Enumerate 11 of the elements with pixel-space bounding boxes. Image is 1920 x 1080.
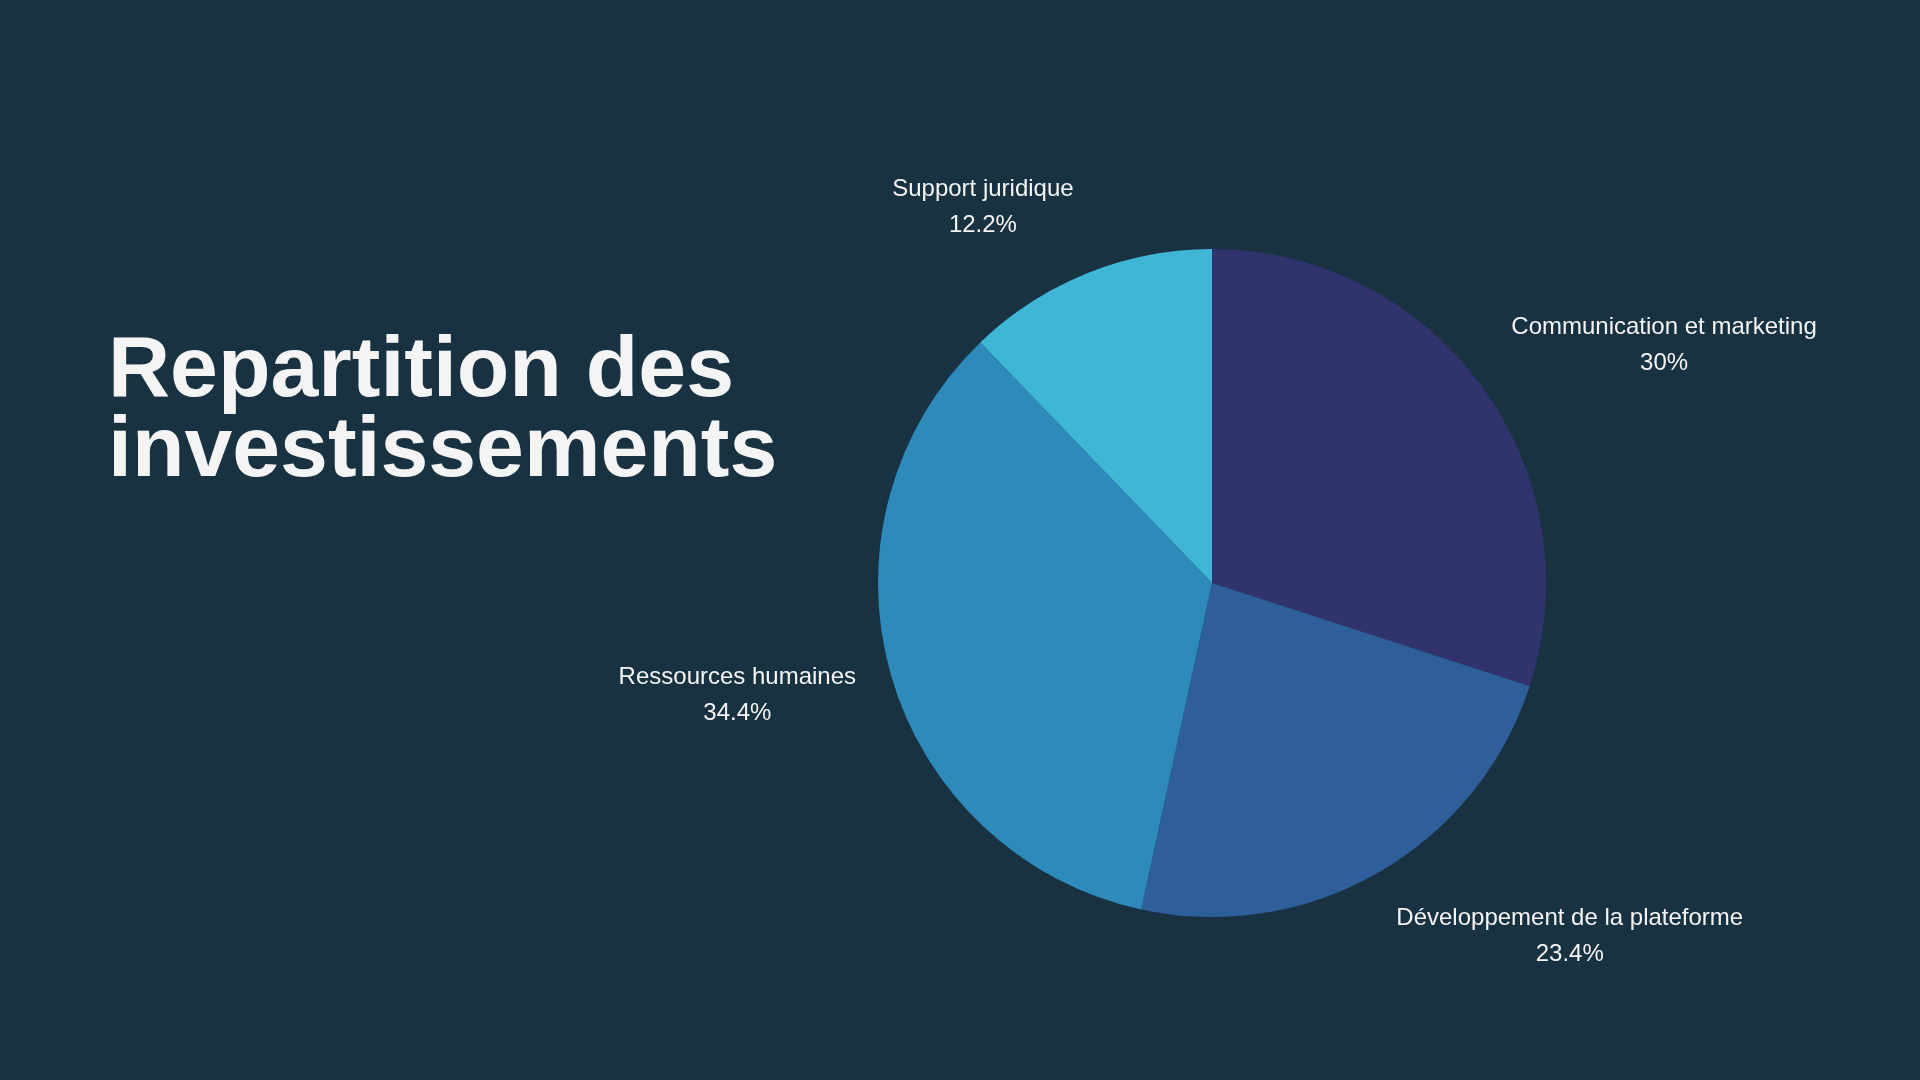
data-label: 30% xyxy=(1640,348,1689,376)
pie-slice xyxy=(980,249,1212,583)
slice-label: Développement de la plateforme xyxy=(1396,902,1744,930)
data-label: 34.4% xyxy=(703,697,772,725)
pie-slice xyxy=(878,342,1212,910)
slice-label: Support juridique xyxy=(892,174,1074,202)
slice-label: Ressources humaines xyxy=(618,661,857,689)
data-label: 12.2% xyxy=(948,210,1017,238)
data-label: 23.4% xyxy=(1535,938,1604,966)
slice-label: Communication et marketing xyxy=(1511,312,1817,340)
text: Repartition des investissements xyxy=(108,318,778,494)
